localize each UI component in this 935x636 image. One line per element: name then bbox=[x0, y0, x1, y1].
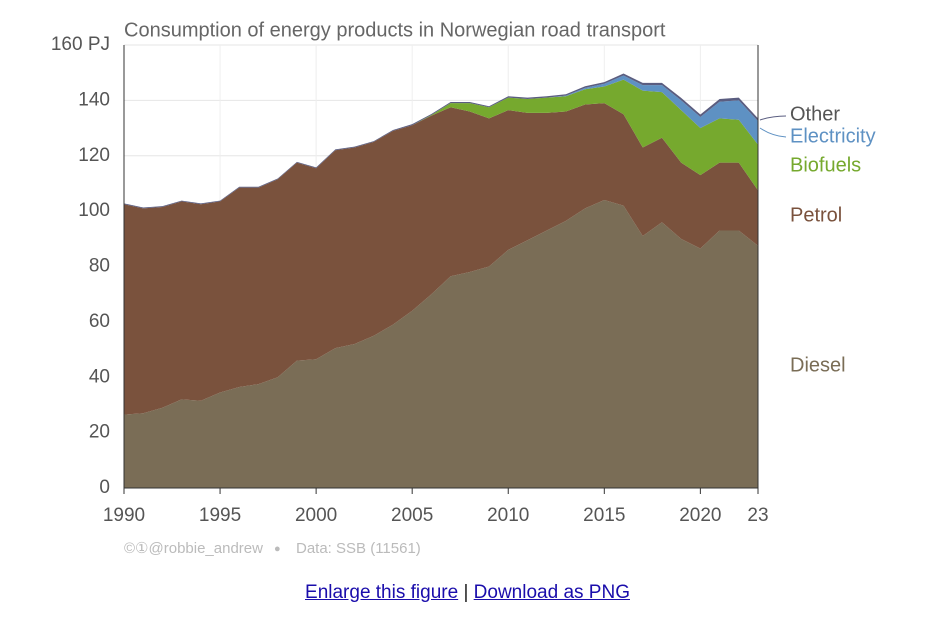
x-tick-label: 2010 bbox=[487, 505, 529, 526]
y-tick-label: 20 bbox=[89, 422, 110, 443]
legend-label: Petrol bbox=[790, 204, 842, 226]
legend-label: Electricity bbox=[790, 125, 876, 147]
source: Data: SSB (11561) bbox=[296, 540, 421, 557]
y-tick-label: 100 bbox=[78, 200, 110, 221]
x-tick-label: 1995 bbox=[199, 505, 241, 526]
enlarge-link[interactable]: Enlarge this figure bbox=[305, 582, 459, 603]
y-tick-label: 0 bbox=[99, 477, 110, 498]
credit: ©①@robbie_andrew bbox=[124, 540, 263, 557]
y-tick-label: 80 bbox=[89, 256, 110, 277]
y-tick-label: 160 PJ bbox=[51, 34, 110, 55]
legend-label: Diesel bbox=[790, 354, 846, 376]
x-tick-label: 1990 bbox=[103, 505, 145, 526]
x-tick-label: 2015 bbox=[583, 505, 625, 526]
label-connector bbox=[759, 115, 787, 121]
x-tick-label: 2020 bbox=[679, 505, 721, 526]
legend-label: Other bbox=[790, 103, 840, 125]
area bbox=[124, 200, 758, 489]
chart: Consumption of energy products in Norweg… bbox=[51, 19, 876, 557]
x-tick-label: 2005 bbox=[391, 505, 433, 526]
chart-title: Consumption of energy products in Norweg… bbox=[124, 19, 666, 41]
download-link[interactable]: Download as PNG bbox=[473, 582, 630, 603]
y-tick-label: 60 bbox=[89, 311, 110, 332]
legend-label: Biofuels bbox=[790, 154, 861, 176]
links: Enlarge this figure | Download as PNG bbox=[0, 582, 935, 604]
divider: | bbox=[463, 582, 469, 603]
y-tick-label: 120 bbox=[78, 145, 110, 166]
area bbox=[124, 73, 758, 209]
x-tick-label: 23 bbox=[747, 505, 768, 526]
y-tick-label: 140 bbox=[78, 89, 110, 110]
y-tick-label: 40 bbox=[89, 366, 110, 387]
area bbox=[124, 103, 758, 415]
label-connector bbox=[759, 127, 787, 138]
x-tick-label: 2000 bbox=[295, 505, 337, 526]
separator: ● bbox=[274, 543, 281, 555]
